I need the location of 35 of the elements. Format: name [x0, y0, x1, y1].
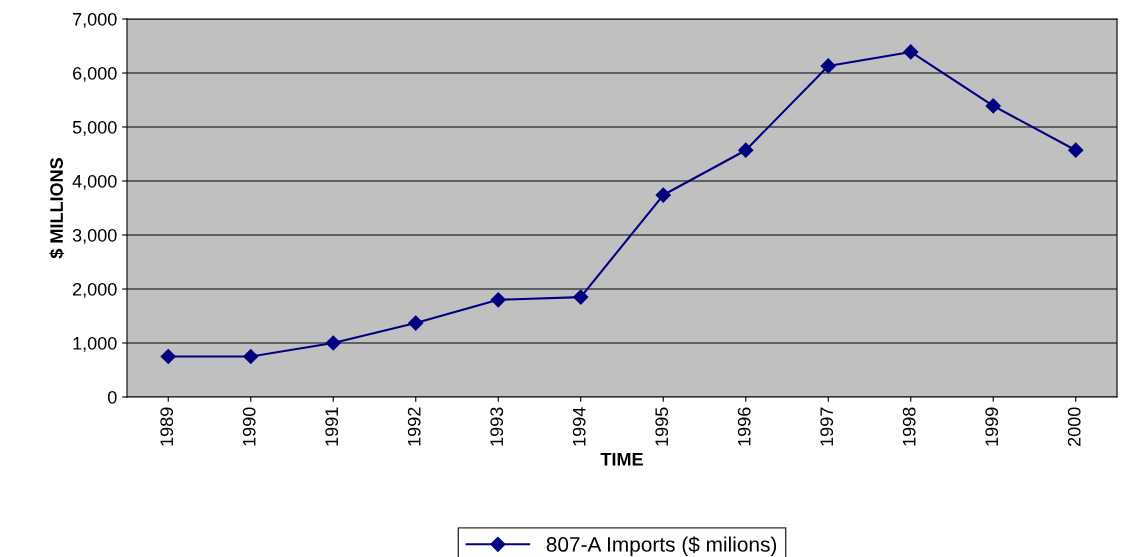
x-tick-label: 1999 — [985, 407, 999, 446]
y-tick-label: 4,000 — [72, 174, 117, 190]
legend-label: 807-A Imports ($ milions) — [546, 536, 777, 556]
y-tick-label: 6,000 — [73, 66, 117, 82]
point — [985, 98, 1001, 114]
point — [1068, 142, 1084, 158]
x-tick-label: 1989 — [160, 407, 174, 446]
x-tick-label: 1995 — [655, 407, 669, 446]
x-tick-label: 1990 — [242, 407, 256, 446]
y-tick-label: 0 — [107, 390, 117, 404]
point — [408, 315, 424, 331]
x-tick-label: 1997 — [820, 407, 834, 446]
x-tick-label: 1998 — [902, 407, 916, 446]
point — [738, 142, 754, 158]
x-axis-title: TIME — [600, 453, 643, 466]
y-tick-label: 3,000 — [72, 228, 117, 244]
y-tick-label: 1,000 — [73, 336, 117, 352]
y-tick-label: 5,000 — [72, 120, 117, 136]
y-tick-label: 7,000 — [73, 12, 117, 28]
point — [903, 44, 919, 60]
x-tick-label: 1993 — [490, 407, 504, 446]
point — [820, 58, 836, 74]
x-tick-label: 1991 — [325, 407, 339, 446]
point — [243, 348, 259, 365]
y-axis-title: $ MILLIONS — [49, 158, 65, 259]
point — [325, 335, 341, 351]
x-tick-label: 1994 — [572, 407, 586, 446]
point — [160, 348, 176, 365]
x-tick-label: 1992 — [407, 407, 421, 446]
y-tick-label: 2,000 — [73, 282, 117, 298]
point — [490, 292, 506, 308]
point — [655, 187, 671, 203]
point — [573, 289, 589, 305]
x-tick-label: 2000 — [1067, 407, 1081, 446]
x-tick-label: 1996 — [737, 407, 751, 446]
